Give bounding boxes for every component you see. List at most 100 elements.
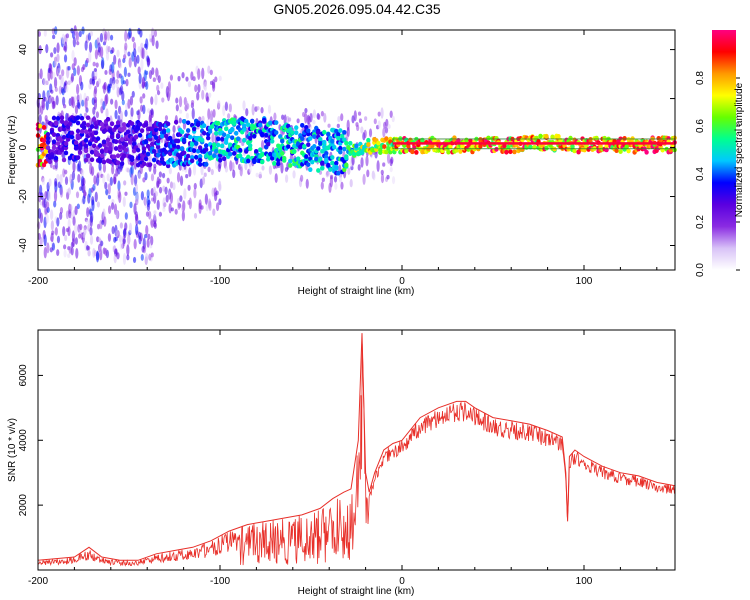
- spectrogram-cell: [198, 116, 202, 122]
- spectrogram-cell: [175, 104, 179, 112]
- spectrogram-ridge-cell: [83, 157, 89, 163]
- spectrogram-cell: [144, 253, 149, 263]
- spectrogram-ridge-cell: [203, 143, 209, 149]
- spectrogram-ridge-cell: [296, 156, 301, 162]
- spectrogram-ridge-cell: [229, 126, 235, 132]
- snr-x-label: Height of straight line (km): [298, 586, 415, 597]
- spectrogram-cell: [169, 74, 174, 81]
- spectrogram-ridge-cell: [189, 158, 195, 164]
- spectrogram-cell: [158, 171, 162, 178]
- spectrogram-ridge-cell: [129, 160, 135, 166]
- spectrogram-cell: [147, 199, 151, 205]
- spectrogram-cell: [63, 54, 68, 63]
- spectrogram-cell: [122, 80, 126, 85]
- spectrogram-cell: [205, 204, 209, 212]
- spectrogram-ridge-cell: [308, 136, 313, 141]
- spectrogram-ridge-cell: [324, 150, 329, 156]
- spectrogram-cell: [168, 203, 172, 214]
- spectrogram-cell: [218, 180, 222, 192]
- spectrogram-cell: [79, 223, 83, 231]
- spectrogram-cell: [53, 47, 57, 55]
- spectrogram-cell: [178, 117, 182, 124]
- spectrogram-cell: [75, 31, 79, 42]
- spectrogram-cell: [309, 112, 313, 123]
- spectrogram-ridge-cell: [191, 148, 197, 154]
- spectrogram-cell: [340, 113, 344, 122]
- spectrogram-cell: [248, 166, 252, 173]
- spectrogram-cell: [138, 73, 142, 84]
- spectrogram-cell: [56, 249, 60, 256]
- spectrogram-cell: [365, 155, 369, 167]
- spectrogram-ridge-cell: [93, 130, 99, 136]
- spectrogram-ridge-cell: [115, 160, 121, 166]
- x-tick-label: 0: [399, 576, 405, 587]
- spectrogram-ridge-cell: [175, 144, 181, 150]
- spectrogram-cell: [45, 100, 49, 111]
- spectrogram-ridge-cell: [179, 129, 185, 135]
- spectrogram-ridge-cell: [248, 143, 253, 148]
- spectrogram-cell: [109, 176, 113, 186]
- spectrogram-ridge-cell: [264, 132, 269, 138]
- spectrogram-cell: [389, 110, 393, 119]
- spectrogram-ridge-cell: [622, 135, 627, 141]
- spectrogram-cell: [43, 197, 47, 209]
- spectrogram-ridge-cell: [201, 130, 207, 136]
- spectrogram-cell: [72, 216, 76, 226]
- spectrogram-ridge-cell: [302, 143, 307, 149]
- spectrogram-cell: [170, 207, 174, 212]
- spectrogram-ridge-cell: [344, 140, 349, 146]
- spectrogram-ridge-cell: [153, 127, 159, 133]
- spectrogram-cell: [67, 80, 71, 86]
- spectrogram-cell: [119, 222, 123, 229]
- spectrogram-cell: [134, 174, 138, 187]
- spectrogram-cell: [39, 68, 43, 80]
- spectrogram-cell: [210, 168, 214, 176]
- spectrogram-cell: [58, 74, 62, 80]
- spectrogram-ridge-cell: [378, 150, 383, 156]
- spectrogram-cell: [127, 72, 131, 77]
- spectrogram-cell: [118, 191, 122, 204]
- spectrogram-ridge-cell: [187, 134, 193, 140]
- spectrogram-cell: [227, 113, 231, 120]
- spectrogram-cell: [74, 237, 78, 245]
- spectrogram-cell: [71, 63, 75, 71]
- spectrogram-ridge-cell: [308, 167, 313, 173]
- spectrogram-ridge-cell: [306, 162, 311, 168]
- spectrogram-cell: [59, 187, 64, 198]
- spectrogram-cell: [368, 128, 373, 138]
- spectrogram-ridge-cell: [199, 137, 205, 143]
- spectrogram-cell: [47, 190, 51, 202]
- spectrogram-cell: [138, 220, 142, 225]
- spectrogram-cell: [50, 220, 54, 231]
- colorbar-tick-label: 0.8: [695, 71, 706, 85]
- spectrogram-cell: [156, 84, 160, 92]
- spectrogram-cell: [255, 172, 259, 178]
- spectrogram-cell: [327, 123, 331, 128]
- spectrogram-ridge-cell: [85, 153, 91, 159]
- spectrogram-cell: [130, 107, 134, 117]
- spectrogram-ridge-cell: [260, 159, 265, 165]
- spectrogram-ridge-cell: [115, 133, 121, 138]
- spectrogram-ridge-cell: [266, 141, 271, 147]
- spectrogram-ridge-cell: [486, 135, 491, 141]
- spectrogram-cell: [76, 83, 80, 95]
- spectrogram-cell: [172, 125, 176, 134]
- spectrogram-ridge-cell: [193, 154, 199, 160]
- spectrogram-cell: [150, 96, 154, 105]
- spectrogram-cell: [201, 89, 205, 100]
- colorbar-tick-label: 0.0: [695, 263, 706, 277]
- spectrogram-cell: [133, 48, 137, 58]
- spectrogram-ridge-cell: [99, 149, 105, 154]
- spectrogram-ridge-cell: [404, 148, 409, 154]
- spectrogram-cell: [56, 42, 60, 54]
- spectrogram-cell: [118, 234, 122, 243]
- spectrogram-cell: [274, 173, 278, 184]
- spectrogram-ridge-cell: [133, 134, 139, 140]
- spectrogram-cell: [211, 187, 215, 197]
- spectrogram-ridge-cell: [322, 139, 327, 145]
- spectrogram-ridge-cell: [310, 159, 315, 165]
- spectrogram-ridge-cell: [123, 147, 129, 153]
- spectrogram-ridge-cell: [550, 134, 555, 140]
- spectrogram-ridge-cell: [248, 135, 253, 141]
